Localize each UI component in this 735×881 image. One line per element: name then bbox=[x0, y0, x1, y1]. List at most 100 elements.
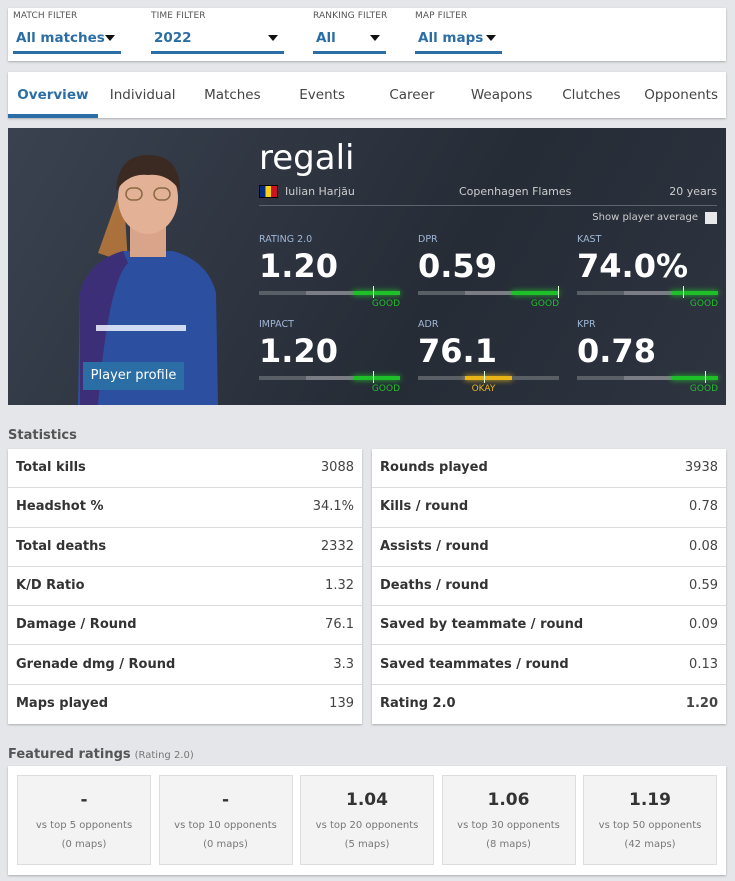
featured-label: vs top 20 opponents bbox=[315, 820, 419, 831]
stat-bar bbox=[577, 371, 718, 383]
filter-select[interactable]: All maps bbox=[415, 25, 502, 54]
stat-row: K/D Ratio 1.32 bbox=[8, 567, 362, 607]
tab-individual[interactable]: Individual bbox=[109, 87, 176, 103]
tab-overview[interactable]: Overview bbox=[8, 72, 98, 118]
filter-label: TIME FILTER bbox=[151, 11, 206, 21]
tab-events[interactable]: Events bbox=[299, 87, 345, 103]
stat-value: 0.09 bbox=[689, 617, 718, 633]
filter-select[interactable]: All matches bbox=[13, 25, 121, 54]
stat-name: Kills / round bbox=[380, 499, 469, 515]
stat-value: 1.20 bbox=[259, 247, 338, 285]
filter-value: All bbox=[316, 30, 336, 46]
show-average-checkbox[interactable] bbox=[705, 211, 717, 224]
show-average-label: Show player average bbox=[592, 212, 698, 223]
stat-rating-2-0: RATING 2.0 1.20 GOOD bbox=[259, 234, 400, 310]
romania-flag-icon bbox=[259, 185, 278, 198]
stat-name: Saved by teammate / round bbox=[380, 617, 584, 633]
stat-kpr: KPR 0.78 GOOD bbox=[577, 319, 718, 395]
featured-label: vs top 10 opponents bbox=[174, 820, 277, 831]
player-info: Iulian Harjău Copenhagen Flames 20 years bbox=[259, 184, 717, 206]
filter-value: All maps bbox=[418, 30, 484, 46]
featured-label: vs top 5 opponents bbox=[35, 820, 133, 831]
bar-segment bbox=[306, 291, 353, 295]
tab-career[interactable]: Career bbox=[389, 87, 435, 103]
stat-name: Total kills bbox=[16, 460, 86, 476]
featured-card[interactable]: - vs top 10 opponents (0 maps) bbox=[158, 775, 293, 865]
stat-bar bbox=[259, 371, 400, 383]
featured-value: - bbox=[80, 790, 88, 810]
filter-value: 2022 bbox=[154, 30, 192, 46]
player-team-link[interactable]: Copenhagen Flames bbox=[459, 185, 572, 198]
stat-adr: ADR 76.1 OKAY bbox=[418, 319, 559, 395]
stat-rating: GOOD bbox=[689, 384, 718, 394]
stat-dpr: DPR 0.59 GOOD bbox=[418, 234, 559, 310]
filter-2[interactable]: RANKING FILTER All bbox=[313, 11, 387, 54]
stat-label: IMPACT bbox=[259, 319, 294, 330]
stat-bar bbox=[259, 286, 400, 298]
stat-name: Damage / Round bbox=[16, 617, 137, 633]
stat-name: Rounds played bbox=[380, 460, 488, 476]
featured-subtitle: (Rating 2.0) bbox=[134, 750, 194, 761]
stat-bar bbox=[418, 286, 559, 298]
statistics-heading: Statistics bbox=[8, 428, 77, 443]
filter-select[interactable]: All bbox=[313, 25, 386, 54]
stat-row: Total kills 3088 bbox=[8, 449, 362, 489]
stat-rating: GOOD bbox=[371, 299, 400, 309]
featured-card[interactable]: 1.19 vs top 50 opponents (42 maps) bbox=[583, 775, 717, 865]
stat-value: 76.1 bbox=[418, 332, 497, 370]
caret-down-icon bbox=[105, 35, 115, 41]
stat-row: Assists / round 0.08 bbox=[372, 528, 726, 567]
featured-card[interactable]: - vs top 5 opponents (0 maps) bbox=[17, 775, 151, 865]
tab-weapons[interactable]: Weapons bbox=[470, 87, 533, 103]
stat-value: 0.59 bbox=[689, 578, 718, 594]
filter-0[interactable]: MATCH FILTER All matches bbox=[13, 11, 121, 54]
featured-card[interactable]: 1.06 vs top 30 opponents (8 maps) bbox=[441, 775, 576, 865]
stat-name: Rating 2.0 bbox=[380, 696, 456, 712]
show-player-average-toggle[interactable]: Show player average bbox=[592, 211, 717, 224]
player-hero: Player profile regali Iulian Harjău Cope… bbox=[8, 128, 726, 405]
featured-maps: (5 maps) bbox=[344, 839, 390, 850]
stat-value: 0.78 bbox=[577, 332, 656, 370]
tab-opponents[interactable]: Opponents bbox=[644, 87, 719, 103]
caret-down-icon bbox=[486, 35, 496, 41]
featured-card[interactable]: 1.04 vs top 20 opponents (5 maps) bbox=[300, 775, 434, 865]
stat-rating: GOOD bbox=[689, 299, 718, 309]
tab-bar: Overview Individual Matches Events Career Wea… bbox=[8, 72, 726, 118]
stat-bar bbox=[418, 371, 559, 383]
filter-3[interactable]: MAP FILTER All maps bbox=[415, 11, 502, 54]
featured-label: vs top 30 opponents bbox=[457, 820, 560, 831]
featured-maps: (42 maps) bbox=[624, 839, 676, 850]
stat-value: 1.20 bbox=[259, 332, 338, 370]
bar-segment bbox=[259, 291, 306, 295]
filter-select[interactable]: 2022 bbox=[151, 25, 284, 54]
stat-row: Rating 2.0 1.20 bbox=[372, 685, 726, 724]
bar-marker bbox=[373, 371, 375, 383]
player-age: 20 years bbox=[669, 185, 717, 198]
stat-row: Damage / Round 76.1 bbox=[8, 606, 362, 646]
player-profile-button[interactable]: Player profile bbox=[83, 362, 184, 390]
stat-value: 2332 bbox=[320, 538, 354, 554]
stat-value: 0.78 bbox=[689, 499, 718, 515]
stat-row: Saved teammates / round 0.13 bbox=[372, 645, 726, 685]
stat-name: K/D Ratio bbox=[16, 578, 85, 594]
stat-rating: OKAY bbox=[471, 384, 496, 394]
stat-impact: IMPACT 1.20 GOOD bbox=[259, 319, 400, 395]
filter-1[interactable]: TIME FILTER 2022 bbox=[151, 11, 284, 54]
featured-ratings: - vs top 5 opponents (0 maps) - vs top 10 op… bbox=[8, 766, 726, 875]
stat-name: Maps played bbox=[16, 696, 109, 712]
stat-value: 0.59 bbox=[418, 247, 497, 285]
filter-label: MAP FILTER bbox=[415, 11, 468, 21]
bar-segment bbox=[465, 291, 512, 295]
stat-row: Rounds played 3938 bbox=[372, 449, 726, 489]
stat-rating: GOOD bbox=[371, 384, 400, 394]
statistics-table-left: Total kills 3088 Headshot % 34.1% Total deat… bbox=[8, 449, 362, 725]
featured-value: - bbox=[221, 790, 230, 810]
stat-label: DPR bbox=[418, 234, 438, 245]
filter-value: All matches bbox=[16, 30, 105, 46]
tab-matches[interactable]: Matches bbox=[204, 87, 261, 103]
tab-clutches[interactable]: Clutches bbox=[562, 87, 621, 103]
featured-maps: (0 maps) bbox=[61, 839, 107, 850]
stat-row: Saved by teammate / round 0.09 bbox=[372, 606, 726, 646]
bar-segment bbox=[353, 376, 400, 380]
bar-segment bbox=[577, 376, 624, 380]
